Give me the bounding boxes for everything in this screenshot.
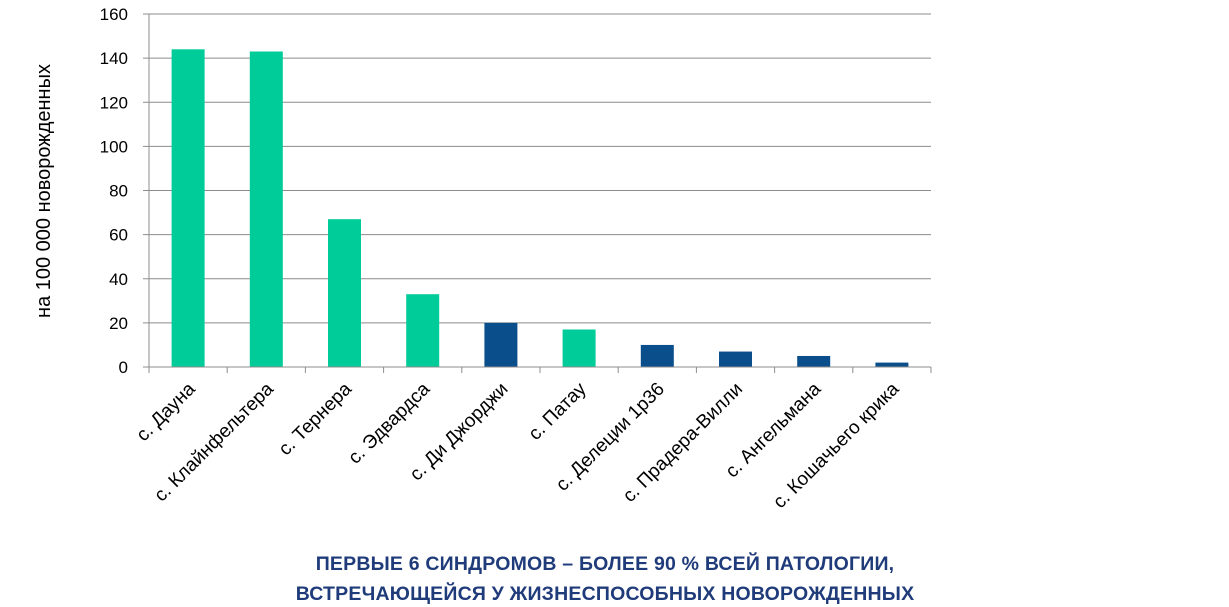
bar-9: [797, 355, 831, 367]
bar-6: [562, 329, 596, 367]
bar-4: [406, 294, 440, 367]
y-tick-label: 100: [100, 137, 128, 156]
bar-2: [249, 51, 283, 367]
caption-line-2: ВСТРЕЧАЮЩЕЙСЯ У ЖИЗНЕСПОСОБНЫХ НОВОРОЖДЕ…: [295, 583, 915, 605]
category-label: с. Дауна: [133, 378, 200, 445]
y-tick-label: 40: [109, 270, 128, 289]
y-axis-title: на 100 000 новорожденных: [33, 64, 55, 318]
caption-line-1: ПЕРВЫЕ 6 СИНДРОМОВ – БОЛЕЕ 90 % ВСЕЙ ПАТ…: [315, 553, 895, 575]
y-tick-label: 160: [100, 5, 128, 24]
category-label: с. Тернера: [275, 378, 357, 460]
bars: [171, 49, 909, 368]
y-tick-label: 120: [100, 93, 128, 112]
category-label: с. Патау: [525, 378, 591, 444]
y-tick-label: 140: [100, 49, 128, 68]
y-tick-label: 0: [119, 358, 128, 377]
y-tick-label: 60: [109, 226, 128, 245]
axes: [143, 13, 932, 373]
y-tick-label: 80: [109, 182, 128, 201]
bar-8: [719, 351, 752, 367]
bar-1: [171, 49, 205, 368]
bar-10: [875, 362, 909, 367]
y-axis-tick-labels: 0 20 40 60 80 100 120 140 160: [100, 5, 128, 377]
bar-7: [640, 344, 674, 367]
bar-3: [328, 219, 361, 367]
bar-5: [484, 322, 518, 367]
y-tick-label: 20: [109, 314, 128, 333]
